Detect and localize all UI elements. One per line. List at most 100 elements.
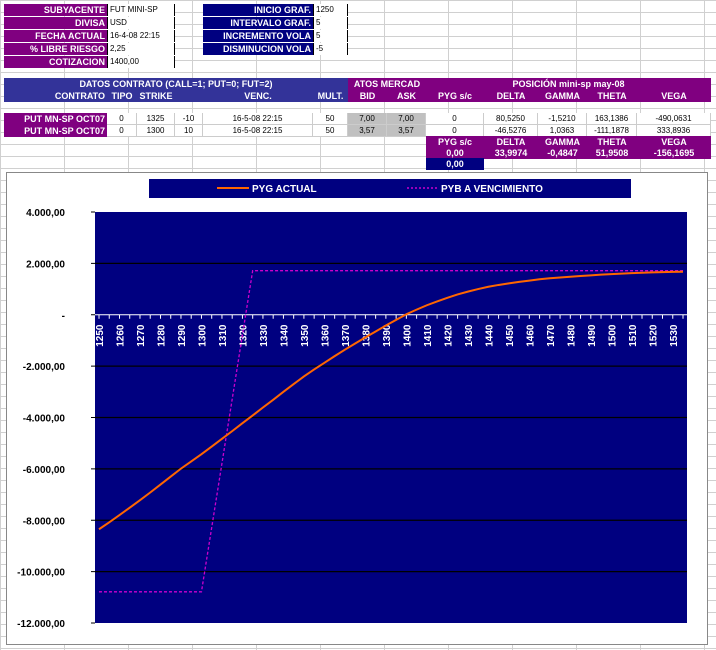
y-tick-label: -8.000,00 (23, 516, 66, 527)
table-cell[interactable]: 7,00 (348, 113, 387, 125)
summary-value: 0,00 (426, 147, 484, 159)
column-header: VEGA (637, 90, 711, 102)
column-header (175, 90, 203, 102)
y-tick-label: -10.000,00 (17, 568, 65, 579)
y-tick-label: -12.000,00 (17, 619, 65, 630)
param-label: SUBYACENTE (4, 4, 107, 16)
param-value-cell[interactable]: USD (107, 17, 175, 29)
param-label: COTIZACION (4, 56, 107, 68)
x-tick-label: 1470 (546, 324, 557, 347)
contract-name: PUT MN-SP OCT07 (4, 125, 107, 137)
column-header: STRIKE (137, 90, 175, 102)
y-tick-label: 2.000,00 (26, 259, 65, 270)
x-tick-label: 1400 (402, 324, 413, 347)
x-tick-label: 1480 (566, 324, 577, 347)
table-cell[interactable]: 50 (313, 113, 348, 125)
column-header: VENC. (203, 90, 313, 102)
x-tick-label: 1450 (505, 324, 516, 347)
table-cell[interactable]: 3,57 (348, 125, 387, 137)
param-label: DISMINUCION VOLA (203, 43, 313, 55)
table-cell[interactable]: 0 (107, 125, 137, 137)
param-value-cell[interactable]: 5 (313, 30, 348, 42)
column-header: GAMMA (538, 90, 587, 102)
x-tick-label: 1440 (484, 324, 495, 347)
x-tick-label: 1320 (238, 324, 249, 347)
summary-header: DELTA (484, 136, 538, 148)
column-header: DELTA (484, 90, 538, 102)
table-cell[interactable]: 50 (313, 125, 348, 137)
x-tick-label: 1340 (279, 324, 290, 347)
table-cell[interactable]: 16-5-08 22:15 (203, 113, 313, 125)
table-cell[interactable]: -1,5210 (538, 113, 587, 125)
column-header: TIPO (107, 90, 137, 102)
x-tick-label: 1300 (197, 324, 208, 347)
y-tick-label: -2.000,00 (23, 362, 66, 373)
x-tick-label: 1420 (443, 324, 454, 347)
series-line-actual (98, 270, 684, 531)
table-cell[interactable]: 0 (107, 113, 137, 125)
table-cell[interactable]: 0 (426, 113, 484, 125)
table-cell[interactable]: 10 (175, 125, 203, 137)
summary-value: -156,1695 (637, 147, 711, 159)
x-tick-label: 1410 (423, 324, 434, 347)
param-value-cell[interactable]: 2,25 (107, 43, 175, 55)
position-header: POSICIÓN mini-sp may-08 (426, 78, 711, 90)
param-label: % LIBRE RIESGO (4, 43, 107, 55)
x-tick-label: 1520 (648, 324, 659, 347)
y-tick-label: -6.000,00 (23, 465, 66, 476)
table-cell[interactable]: 16-5-08 22:15 (203, 125, 313, 137)
param-label: FECHA ACTUAL (4, 30, 107, 42)
table-cell[interactable]: 1325 (137, 113, 175, 125)
summary-header: GAMMA (538, 136, 587, 148)
param-value-cell[interactable]: -5 (313, 43, 348, 55)
summary-value: -0,4847 (538, 147, 587, 159)
table-cell[interactable]: 163,1386 (587, 113, 637, 125)
x-tick-label: 1490 (587, 324, 598, 347)
param-value-cell[interactable]: 1400,00 (107, 56, 175, 68)
summary-value: 33,9974 (484, 147, 538, 159)
y-tick-label: - (62, 311, 65, 322)
param-label: DIVISA (4, 17, 107, 29)
pyg-total-value: 0,00 (426, 158, 484, 170)
y-tick-label: -4.000,00 (23, 414, 66, 425)
market-data-header: ATOS MERCAD (348, 78, 426, 90)
x-tick-label: 1370 (341, 324, 352, 347)
x-tick-label: 1280 (156, 324, 167, 347)
column-header: BID (348, 90, 387, 102)
contract-data-header: DATOS CONTRATO (CALL=1; PUT=0; FUT=2) (4, 78, 348, 90)
param-label: INCREMENTO VOLA (203, 30, 313, 42)
x-tick-label: 1360 (320, 324, 331, 347)
param-label: INICIO GRAF. (203, 4, 313, 16)
summary-header: VEGA (637, 136, 711, 148)
x-tick-label: 1390 (382, 324, 393, 347)
chart-svg: PYG ACTUAL PYB A VENCIMIENTO 4.000,00 2.000… (17, 179, 687, 630)
param-label: INTERVALO GRAF. (203, 17, 313, 29)
summary-value: 51,9508 (587, 147, 637, 159)
contract-name: PUT MN-SP OCT07 (4, 113, 107, 125)
column-header: ASK (387, 90, 426, 102)
x-tick-label: 1250 (95, 324, 106, 347)
x-tick-label: 1430 (464, 324, 475, 347)
x-tick-label: 1460 (525, 324, 536, 347)
series-line-expiry (99, 270, 683, 593)
x-tick-label: 1310 (218, 324, 229, 347)
summary-header: THETA (587, 136, 637, 148)
y-tick-label: 4.000,00 (26, 208, 65, 219)
table-cell[interactable]: -490,0631 (637, 113, 711, 125)
table-cell[interactable]: 3,57 (387, 125, 426, 137)
summary-header: PYG s/c (426, 136, 484, 148)
x-tick-label: 1500 (607, 324, 618, 347)
x-tick-label: 1350 (300, 324, 311, 347)
param-value-cell[interactable]: 5 (313, 17, 348, 29)
table-cell[interactable]: 80,5250 (484, 113, 538, 125)
column-header: PYG s/c (426, 90, 484, 102)
legend-box (149, 179, 631, 198)
param-value-cell[interactable]: 1250 (313, 4, 348, 16)
table-cell[interactable]: -10 (175, 113, 203, 125)
table-cell[interactable]: 7,00 (387, 113, 426, 125)
x-tick-label: 1290 (177, 324, 188, 347)
param-value-cell[interactable]: 16-4-08 22:15 (107, 30, 175, 42)
table-cell[interactable]: 1300 (137, 125, 175, 137)
legend-label-actual: PYG ACTUAL (252, 184, 317, 195)
param-value-cell[interactable]: FUT MINI-SP (107, 4, 175, 16)
